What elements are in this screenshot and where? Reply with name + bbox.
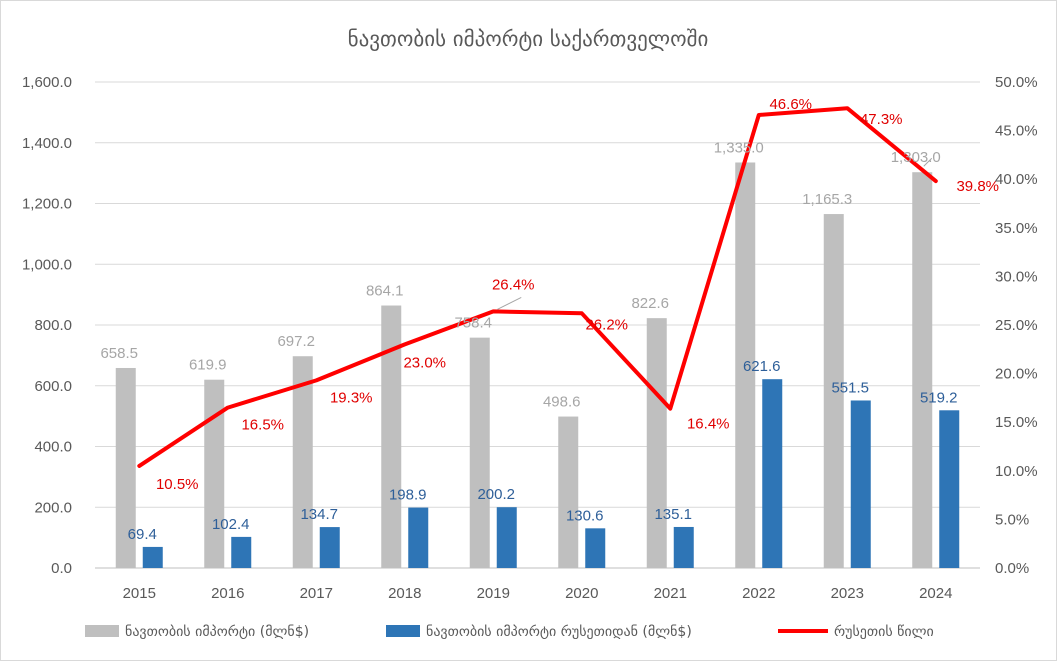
right-axis-tick-label: 25.0% <box>995 317 1038 334</box>
left-axis-tick-label: 0.0 <box>51 560 72 577</box>
total-import-label: 498.6 <box>543 394 581 411</box>
russia-import-bar <box>319 527 340 568</box>
russia-import-label: 134.7 <box>300 506 338 523</box>
russia-share-label: 39.8% <box>956 178 999 195</box>
right-axis-tick-label: 50.0% <box>995 74 1038 91</box>
total-import-bar <box>823 214 844 568</box>
series-total-import-bars <box>115 162 933 568</box>
total-import-bar <box>735 162 756 568</box>
data-labels: 658.5 619.9 697.2 864.1 758.4 498.6 822.6 1,335… <box>100 96 999 543</box>
russia-import-label: 102.4 <box>212 516 250 533</box>
right-axis-tick-label: 15.0% <box>995 414 1038 431</box>
left-axis-tick-label: 200.0 <box>34 499 72 516</box>
legend-label: რუსეთის წილი <box>834 623 934 640</box>
total-import-label: 1,303.0 <box>891 149 941 166</box>
x-axis-tick-label: 2015 <box>123 585 156 602</box>
left-axis-tick-label: 400.0 <box>34 439 72 456</box>
russia-share-label: 26.2% <box>585 316 628 333</box>
right-axis-tick-label: 0.0% <box>995 560 1029 577</box>
label-leader-line <box>923 157 933 167</box>
right-axis-tick-label: 30.0% <box>995 268 1038 285</box>
total-import-label: 822.6 <box>631 295 669 312</box>
left-axis-tick-label: 1,200.0 <box>22 196 72 213</box>
x-axis-tick-label: 2020 <box>565 585 598 602</box>
russia-import-label: 69.4 <box>128 526 157 543</box>
russia-import-label: 551.5 <box>831 379 869 396</box>
russia-share-label: 26.4% <box>492 276 535 293</box>
russia-import-bar <box>585 528 606 568</box>
russia-import-label: 200.2 <box>477 486 515 503</box>
right-axis-tick-label: 5.0% <box>995 511 1029 528</box>
total-import-label: 619.9 <box>189 357 227 374</box>
total-import-label: 658.5 <box>100 345 138 362</box>
russia-share-label: 16.5% <box>241 417 284 434</box>
russia-import-bar <box>231 536 252 568</box>
russia-import-bar <box>673 526 694 568</box>
russia-import-bar <box>142 546 163 568</box>
right-axis-tick-label: 10.0% <box>995 463 1038 480</box>
left-axis-tick-label: 1,000.0 <box>22 256 72 273</box>
left-axis-tick-label: 600.0 <box>34 378 72 395</box>
gridlines <box>95 81 980 569</box>
total-import-bar <box>646 318 667 568</box>
russia-import-bar <box>939 410 960 568</box>
legend-swatch <box>85 625 119 637</box>
total-import-bar <box>115 367 136 568</box>
total-import-bar <box>912 172 933 568</box>
russia-import-label: 519.2 <box>920 389 958 406</box>
chart-title: ნავთობის იმპორტი საქართველოში <box>348 27 709 51</box>
legend-label: ნავთობის იმპორტი (მლნ$) <box>125 623 309 640</box>
left-axis-tick-label: 1,400.0 <box>22 135 72 152</box>
russia-import-bar <box>850 400 871 568</box>
russia-share-label: 47.3% <box>860 111 903 128</box>
russia-share-line <box>137 106 938 468</box>
label-leader-line <box>497 296 522 310</box>
total-import-bar <box>204 379 225 568</box>
legend-label: ნავთობის იმპორტი რუსეთიდან (მლნ$) <box>426 623 692 640</box>
x-axis-tick-label: 2017 <box>300 585 333 602</box>
russia-import-bar <box>496 507 517 568</box>
right-axis-tick-label: 20.0% <box>995 366 1038 383</box>
total-import-bar <box>558 416 579 568</box>
x-axis-tick-label: 2018 <box>388 585 421 602</box>
russia-share-label: 10.5% <box>156 476 199 493</box>
russia-share-label: 16.4% <box>687 416 730 433</box>
x-axis-tick-label: 2021 <box>654 585 687 602</box>
russia-import-label: 621.6 <box>743 358 781 375</box>
total-import-label: 1,165.3 <box>802 191 852 208</box>
right-axis-tick-label: 40.0% <box>995 171 1038 188</box>
series-russia-import-bars <box>142 379 960 568</box>
total-import-bar <box>292 356 313 568</box>
russia-share-label: 19.3% <box>330 389 373 406</box>
x-axis-tick-label: 2022 <box>742 585 775 602</box>
right-axis-ticks: 0.0% 5.0% 10.0% 15.0% 20.0% 25.0% 30.0% 35.0% 40… <box>995 74 1038 577</box>
legend-swatch <box>386 625 420 637</box>
x-axis-tick-label: 2023 <box>831 585 864 602</box>
total-import-label: 864.1 <box>366 283 404 300</box>
legend: ნავთობის იმპორტი (მლნ$) ნავთობის იმპორტი … <box>85 623 934 640</box>
total-import-label: 697.2 <box>277 333 315 350</box>
russia-share-label: 23.0% <box>403 354 446 371</box>
right-axis-tick-label: 35.0% <box>995 220 1038 237</box>
total-import-label: 758.4 <box>454 315 492 332</box>
x-axis-tick-label: 2019 <box>477 585 510 602</box>
x-axis-tick-label: 2016 <box>211 585 244 602</box>
total-import-bar <box>381 305 402 568</box>
x-axis-tick-label: 2024 <box>919 585 952 602</box>
right-axis-tick-label: 45.0% <box>995 123 1038 140</box>
russia-import-label: 130.6 <box>566 507 604 524</box>
russia-import-bar <box>762 379 783 568</box>
russia-share-label: 46.6% <box>769 96 812 113</box>
left-axis-tick-label: 1,600.0 <box>22 74 72 91</box>
russia-import-label: 135.1 <box>654 506 692 523</box>
left-axis-ticks: 0.0 200.0 400.0 600.0 800.0 1,000.0 1,200.0 1,4… <box>22 74 72 577</box>
left-axis-tick-label: 800.0 <box>34 317 72 334</box>
x-axis-ticks: 2015 2016 2017 2018 2019 2020 2021 2022 2023 2024 <box>123 585 953 602</box>
total-import-label: 1,335.0 <box>714 139 764 156</box>
russia-import-bar <box>408 507 429 568</box>
russia-import-label: 198.9 <box>389 487 427 504</box>
total-import-bar <box>469 337 490 568</box>
